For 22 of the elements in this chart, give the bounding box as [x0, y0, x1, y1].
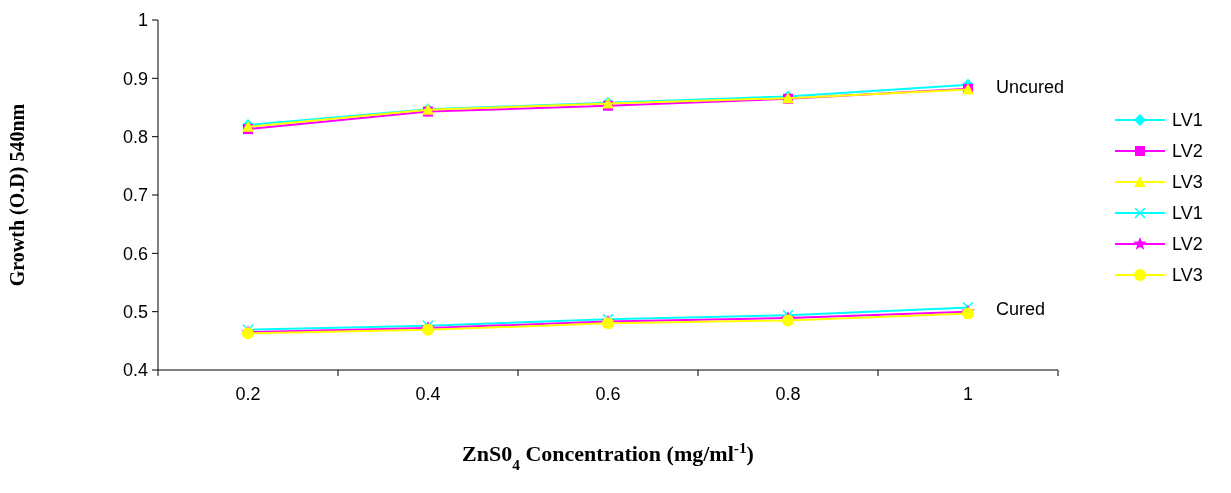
- annotation: Cured: [996, 299, 1046, 320]
- x-tick-label: 0.8: [775, 384, 801, 404]
- x-tick-label: 0.4: [415, 384, 441, 404]
- y-tick-label: 0.6: [122, 243, 148, 264]
- y-tick-label: 0.8: [122, 126, 148, 147]
- legend-label: LV3: [1172, 172, 1203, 193]
- y-tick-label: 0.4: [122, 360, 148, 381]
- legend-label: LV2: [1172, 234, 1203, 255]
- legend-label: LV3: [1172, 265, 1203, 286]
- x-tick-label: 0.2: [235, 384, 261, 404]
- legend-label: LV1: [1172, 110, 1203, 131]
- y-tick-label: 0.9: [122, 68, 148, 89]
- x-axis-title: ZnS0$_{4}$ Concentration (mg/ml$^{-1}$): [462, 438, 754, 473]
- legend-label: LV1: [1172, 203, 1203, 224]
- x-tick-label: 1: [962, 384, 974, 404]
- y-tick-label: 1: [137, 10, 148, 31]
- y-tick-label: 0.5: [122, 301, 148, 322]
- y-tick-label: 0.7: [122, 185, 148, 206]
- y-axis-title: Growth (O.D) 540nm: [6, 103, 29, 287]
- x-tick-label: 0.6: [595, 384, 621, 404]
- legend-label: LV2: [1172, 141, 1203, 162]
- annotation: Uncured: [996, 77, 1065, 98]
